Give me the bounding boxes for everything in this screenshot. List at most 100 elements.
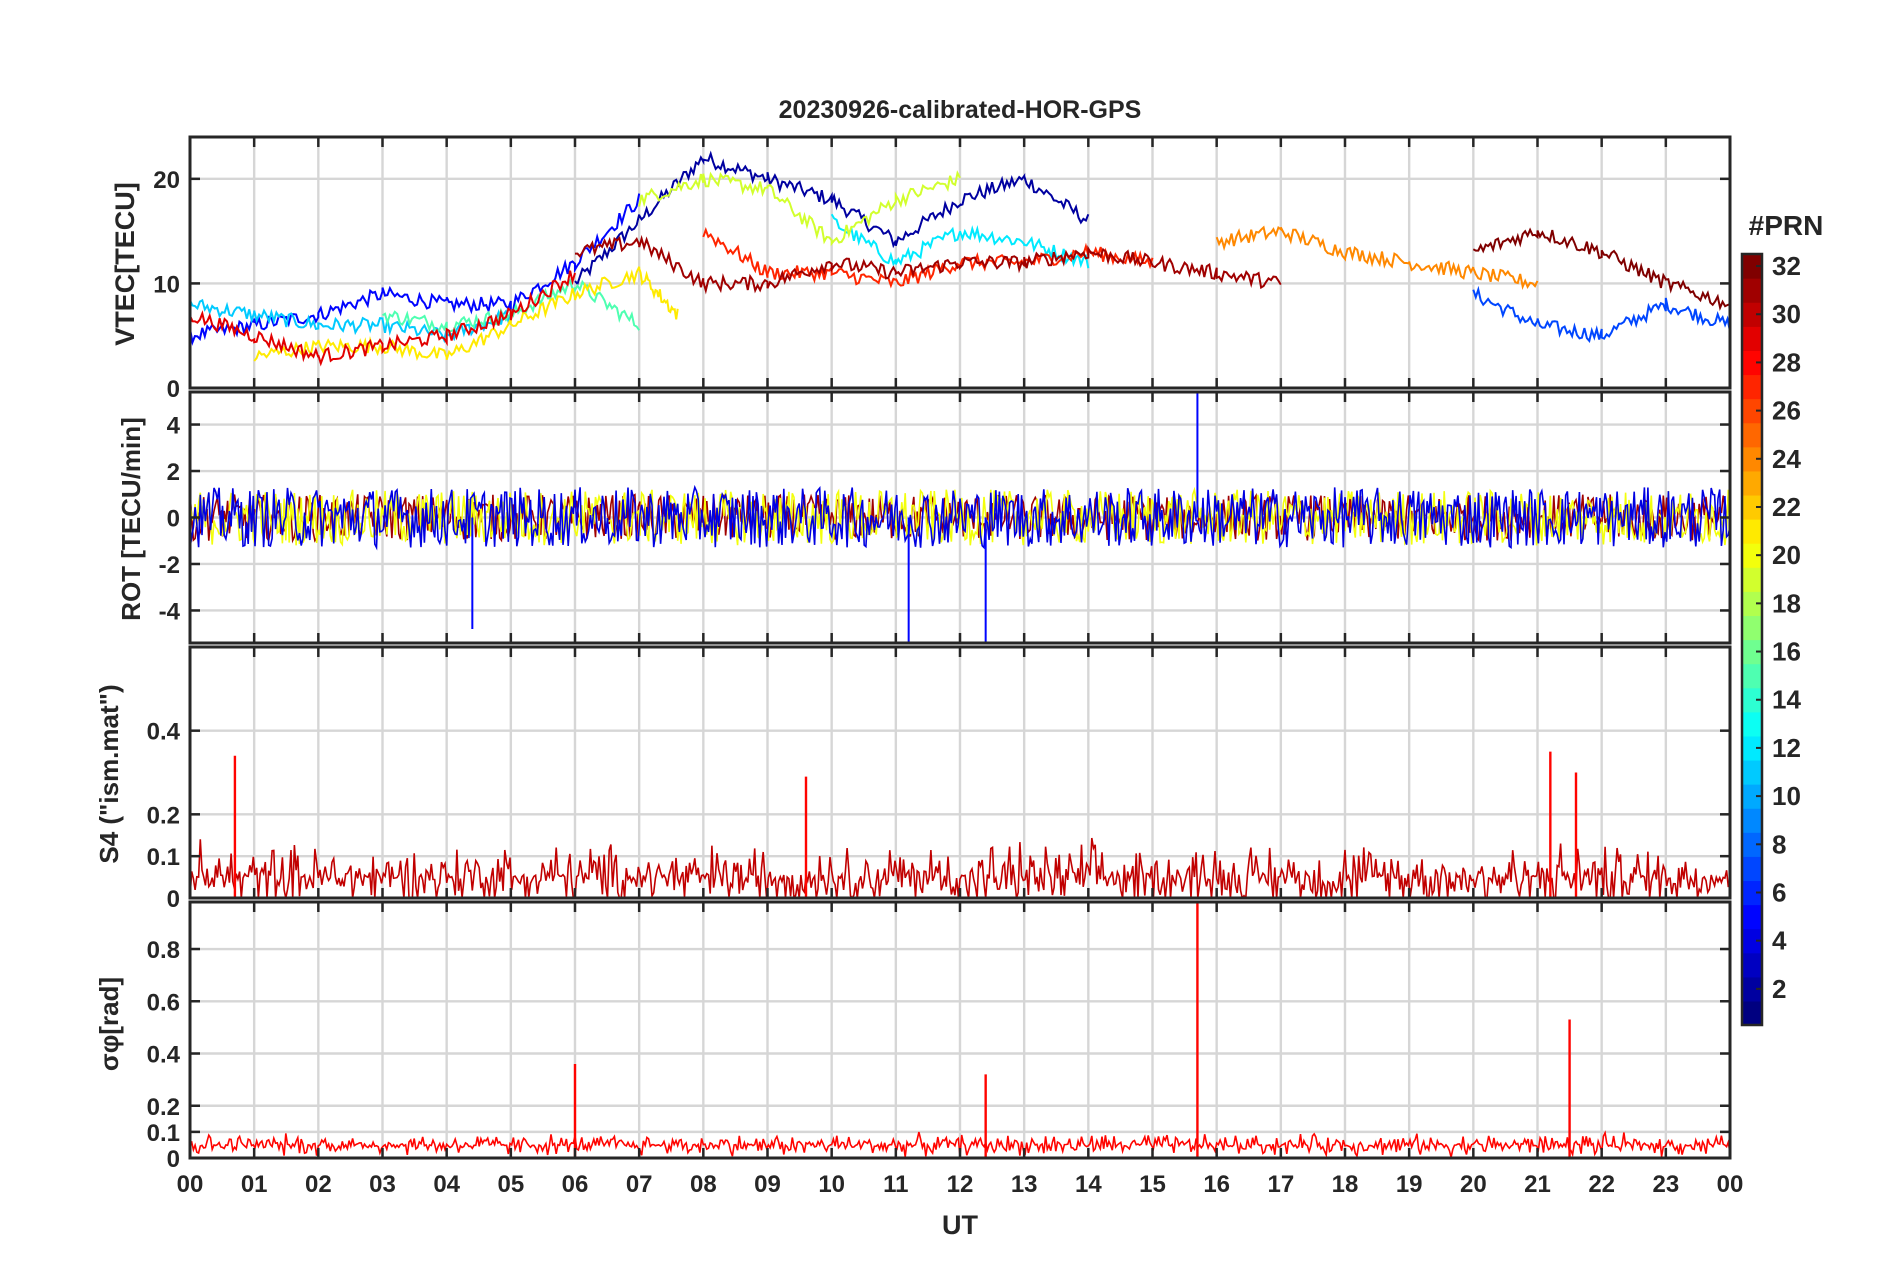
colorbar-tick-label: 2 (1772, 974, 1786, 1004)
x-tick-label: 04 (433, 1171, 460, 1198)
colorbar-swatch (1742, 808, 1762, 833)
colorbar-swatch (1742, 711, 1762, 737)
rot-ylabel: ROT [TECU/min] (116, 417, 146, 621)
colorbar-tick-label: 14 (1772, 685, 1801, 715)
colorbar-swatch (1742, 639, 1762, 665)
vtec-series-prn29 (190, 270, 576, 367)
colorbar-tick-label: 32 (1772, 251, 1801, 281)
colorbar-swatch (1742, 687, 1762, 713)
x-tick-label: 12 (947, 1171, 974, 1198)
x-tick-label: 09 (754, 1171, 781, 1198)
y-tick-label: 0.1 (147, 844, 180, 871)
y-tick-label: 10 (153, 271, 180, 298)
colorbar-swatch (1742, 494, 1762, 520)
x-tick-label: 14 (1075, 1171, 1102, 1198)
colorbar-swatch (1742, 543, 1762, 568)
vtec-series-prn2 (574, 150, 1090, 286)
colorbar-tick-label: 28 (1772, 347, 1801, 377)
x-tick-label: 19 (1396, 1171, 1423, 1198)
colorbar-swatch (1742, 567, 1762, 592)
x-tick-label: 10 (818, 1171, 845, 1198)
x-tick-label: 00 (1717, 1171, 1744, 1198)
x-tick-label: 17 (1267, 1171, 1294, 1198)
x-tick-label: 21 (1524, 1171, 1551, 1198)
colorbar-swatch (1742, 759, 1762, 785)
vtec-ylabel: VTEC[TECU] (110, 182, 140, 346)
colorbar-swatch (1742, 856, 1762, 882)
colorbar-swatch (1742, 904, 1762, 930)
x-tick-label: 23 (1652, 1171, 1679, 1198)
sigma-panel: 00.10.2 0.4 0.6 0.8 σφ[rad] (94, 900, 1732, 1173)
colorbar-swatch (1742, 350, 1762, 376)
colorbar-tick-label: 8 (1772, 829, 1786, 859)
colorbar-tick-label: 4 (1772, 926, 1787, 956)
x-tick-label: 08 (690, 1171, 717, 1198)
x-tick-label: 20 (1460, 1171, 1487, 1198)
colorbar-tick-label: 18 (1772, 588, 1801, 618)
colorbar-swatch (1742, 470, 1762, 496)
y-tick-label: 0.4 (147, 719, 181, 746)
vtec-panel: 0 10 20 VTEC[TECU] (110, 135, 1732, 403)
colorbar-tick-label: 20 (1772, 540, 1801, 570)
colorbar-tick-label: 26 (1772, 396, 1801, 426)
vtec-series-prn11 (190, 298, 512, 344)
colorbar-frame (1740, 252, 1764, 1027)
x-tick-label: 01 (241, 1171, 268, 1198)
y-tick-label: 0.2 (147, 1094, 180, 1121)
colorbar-tick-label: 12 (1772, 733, 1801, 763)
x-tick-label: 15 (1139, 1171, 1166, 1198)
vtec-series-prn5 (190, 193, 641, 346)
x-tick-label: 13 (1011, 1171, 1038, 1198)
colorbar-tick-label: 24 (1772, 444, 1801, 474)
x-tick-label: 06 (562, 1171, 589, 1198)
y-tick-label: 0 (167, 1146, 180, 1173)
s4-series-prn30 (190, 837, 1730, 898)
colorbar-swatch (1742, 519, 1762, 544)
x-tick-label: 11 (883, 1171, 908, 1198)
colorbar-swatch (1742, 446, 1762, 472)
vtec-series-prn12 (830, 213, 1090, 269)
s4-panel: 0 0.1 0.2 0.4 S4 ("ism.mat") (94, 645, 1732, 913)
vtec-series-prn31 (575, 234, 1282, 295)
y-tick-label: 0.8 (147, 937, 180, 964)
colorbar-tick-label: 16 (1772, 637, 1801, 667)
x-tick-label: 16 (1203, 1171, 1230, 1198)
figure-title: 20230926-calibrated-HOR-GPS (779, 96, 1142, 124)
colorbar-swatch (1742, 422, 1762, 448)
colorbar-swatch (1742, 615, 1762, 641)
y-tick-label: 4 (167, 413, 181, 440)
rot-panel: -4 -2 0 2 4 ROT [TECU/min] (116, 390, 1732, 645)
colorbar-swatch (1742, 302, 1762, 327)
x-tick-label: 22 (1588, 1171, 1615, 1198)
rot-series-prn4 (190, 484, 1730, 551)
y-tick-label: 0 (167, 506, 180, 533)
vtec-series-prn7 (1472, 285, 1730, 343)
colorbar-swatch (1742, 1000, 1762, 1026)
colorbar-swatch (1742, 880, 1762, 906)
colorbar-tick-label: 22 (1772, 492, 1801, 522)
s4-ylabel: S4 ("ism.mat") (94, 684, 124, 863)
x-axis-label: UT (942, 1210, 978, 1240)
x-tick-label: 02 (305, 1171, 332, 1198)
y-tick-label: 0.4 (147, 1042, 181, 1069)
y-tick-label: 2 (167, 459, 180, 486)
x-tick-label: 07 (626, 1171, 653, 1198)
colorbar-swatch (1742, 278, 1762, 303)
vtec-series-prn32 (1472, 227, 1730, 312)
colorbar-swatch (1742, 326, 1762, 351)
colorbar-tick-label: 30 (1772, 299, 1801, 329)
y-tick-label: 0.1 (147, 1120, 180, 1147)
x-axis: 00 01 02 03 04 05 06 07 08 09 10 11 12 13 14 15 16 17 18 19… (177, 1171, 1744, 1198)
x-tick-label: 03 (369, 1171, 396, 1198)
colorbar-swatch (1742, 663, 1762, 689)
vtec-series-prn21 (253, 266, 679, 362)
y-tick-label: 0 (167, 886, 180, 913)
y-tick-label: -4 (159, 598, 181, 625)
colorbar-swatch (1742, 254, 1762, 279)
colorbar-swatch (1742, 374, 1762, 400)
y-tick-label: 20 (153, 167, 180, 194)
colorbar-swatch (1742, 591, 1762, 616)
x-tick-label: 05 (497, 1171, 524, 1198)
